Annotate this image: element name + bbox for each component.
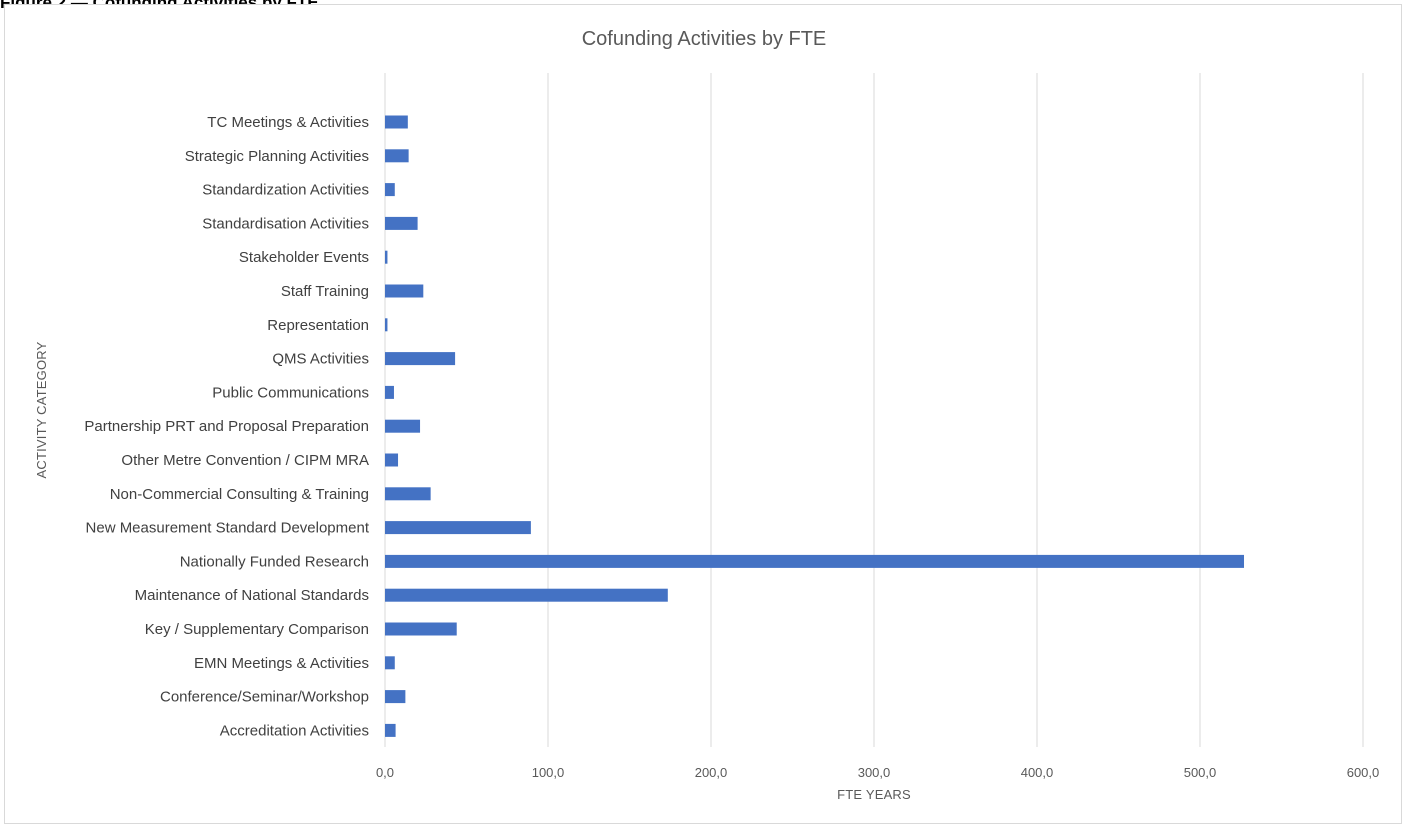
category-label: Other Metre Convention / CIPM MRA — [121, 452, 369, 469]
bar — [385, 453, 399, 467]
bar — [385, 521, 531, 535]
category-label: Staff Training — [281, 283, 369, 300]
category-label: Nationally Funded Research — [180, 553, 369, 570]
chart-frame: Cofunding Activities by FTE TC Meetings … — [4, 4, 1402, 824]
bar — [385, 723, 396, 737]
category-labels: TC Meetings & Activities Strategic Planni… — [84, 114, 369, 739]
bar — [385, 690, 406, 704]
x-tick-label: 500,0 — [1184, 765, 1217, 780]
chart-title: Cofunding Activities by FTE — [582, 28, 827, 50]
bar-chart: Cofunding Activities by FTE TC Meetings … — [34, 28, 1379, 802]
category-label: Standardisation Activities — [202, 215, 369, 232]
x-tick-label: 400,0 — [1021, 765, 1054, 780]
category-label: QMS Activities — [272, 351, 369, 368]
category-label: Public Communications — [212, 384, 369, 401]
bar — [385, 656, 395, 670]
bar — [385, 588, 668, 602]
category-label: Conference/Seminar/Workshop — [160, 689, 369, 706]
category-label: EMN Meetings & Activities — [194, 655, 369, 672]
bar — [385, 352, 456, 366]
x-tick-label: 0,0 — [376, 765, 394, 780]
bars — [385, 115, 1245, 737]
bar — [385, 216, 418, 230]
bar — [385, 250, 388, 264]
bar — [385, 183, 395, 197]
x-tick-label: 200,0 — [695, 765, 728, 780]
bar — [385, 284, 424, 298]
category-label: Key / Supplementary Comparison — [145, 621, 369, 638]
x-tick-label: 300,0 — [858, 765, 891, 780]
category-label: Stakeholder Events — [239, 249, 369, 266]
category-label: Representation — [267, 317, 369, 334]
category-label: New Measurement Standard Development — [86, 520, 370, 537]
category-label: Standardization Activities — [202, 182, 369, 199]
category-label: Maintenance of National Standards — [135, 587, 369, 604]
bar — [385, 554, 1245, 568]
x-tick-labels: 0,0 100,0 200,0 300,0 400,0 500,0 600,0 — [376, 765, 1379, 780]
bar — [385, 385, 394, 399]
bar — [385, 487, 431, 501]
bar — [385, 149, 409, 163]
category-label: Strategic Planning Activities — [185, 148, 369, 165]
category-label: Non-Commercial Consulting & Training — [110, 486, 369, 503]
bar — [385, 419, 421, 433]
category-label: TC Meetings & Activities — [207, 114, 369, 131]
bar — [385, 318, 388, 332]
x-tick-label: 100,0 — [532, 765, 565, 780]
x-axis-title: FTE YEARS — [837, 787, 911, 802]
x-tick-label: 600,0 — [1347, 765, 1380, 780]
gridlines — [384, 73, 1364, 747]
bar — [385, 622, 457, 636]
category-label: Accreditation Activities — [220, 722, 369, 739]
category-label: Partnership PRT and Proposal Preparation — [84, 418, 369, 435]
y-axis-title: ACTIVITY CATEGORY — [34, 341, 49, 478]
bar — [385, 115, 408, 129]
